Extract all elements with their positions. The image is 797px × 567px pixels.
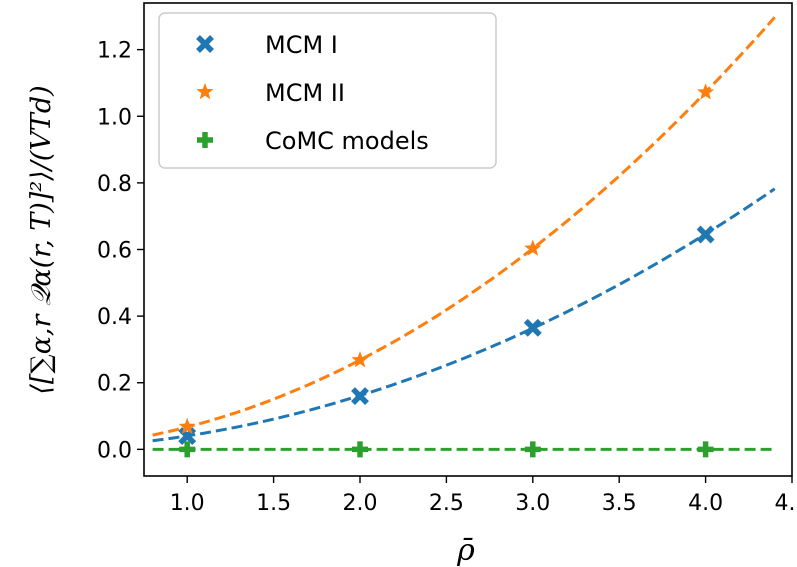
x-tick-label: 4.0 xyxy=(688,491,723,516)
legend-entries: MCM I MCM II CoMC models xyxy=(196,31,429,155)
legend-label: CoMC models xyxy=(265,127,429,155)
data-point xyxy=(179,441,196,458)
data-point xyxy=(697,441,714,458)
axes-frame xyxy=(143,2,793,477)
data-point xyxy=(523,318,542,337)
data-point xyxy=(696,225,715,244)
x-tick-label: 3.0 xyxy=(515,491,550,516)
legend: MCM I MCM II CoMC models xyxy=(158,12,497,169)
x-tick-label: 2.5 xyxy=(429,491,464,516)
data-point xyxy=(524,441,541,458)
x-tick-label: 3.5 xyxy=(602,491,637,516)
fit-line xyxy=(152,187,776,443)
markers xyxy=(178,83,715,458)
x-tick-label: 1.5 xyxy=(256,491,291,516)
legend-marker xyxy=(196,35,214,53)
legend-box xyxy=(158,12,497,169)
data-point xyxy=(351,387,369,406)
y-tick-label: 0.6 xyxy=(97,238,132,263)
y-axis-label: ⟨[∑α,r 𝒬α(r, T)]²⟩/(VTd) xyxy=(26,85,57,394)
x-tick-label: 4.5 xyxy=(775,491,797,516)
x-tick-label: 1.0 xyxy=(170,491,205,516)
data-point xyxy=(351,351,369,368)
x-axis-ticks: 1.0 1.5 2.0 2.5 3.0 3.5 4.0 4.5 xyxy=(170,476,797,516)
y-tick-label: 1.2 xyxy=(97,39,132,64)
y-tick-label: 0.8 xyxy=(97,172,132,197)
y-tick-label: 0.2 xyxy=(97,372,132,397)
legend-marker xyxy=(196,83,214,100)
data-point xyxy=(697,83,715,100)
plot-area: 1.0 1.5 2.0 2.5 3.0 3.5 4.0 4.5 0.0 0.2 0.4 0.6 0.8… xyxy=(97,2,797,516)
x-axis-label: ρ̄ xyxy=(456,533,475,567)
data-point xyxy=(178,427,197,445)
y-tick-label: 1.0 xyxy=(97,105,132,130)
data-point xyxy=(524,239,542,256)
y-tick-label: 0.0 xyxy=(97,438,132,463)
fit-line xyxy=(152,16,776,437)
y-axis-ticks: 0.0 0.2 0.4 0.6 0.8 1.0 1.2 xyxy=(97,39,144,463)
y-tick-label: 0.4 xyxy=(97,305,132,330)
data-point xyxy=(178,417,196,434)
x-tick-label: 2.0 xyxy=(343,491,378,516)
legend-marker xyxy=(197,132,213,148)
legend-label: MCM I xyxy=(265,31,338,59)
legend-label: MCM II xyxy=(265,79,345,107)
data-point xyxy=(352,441,368,458)
fit-lines xyxy=(152,16,776,451)
